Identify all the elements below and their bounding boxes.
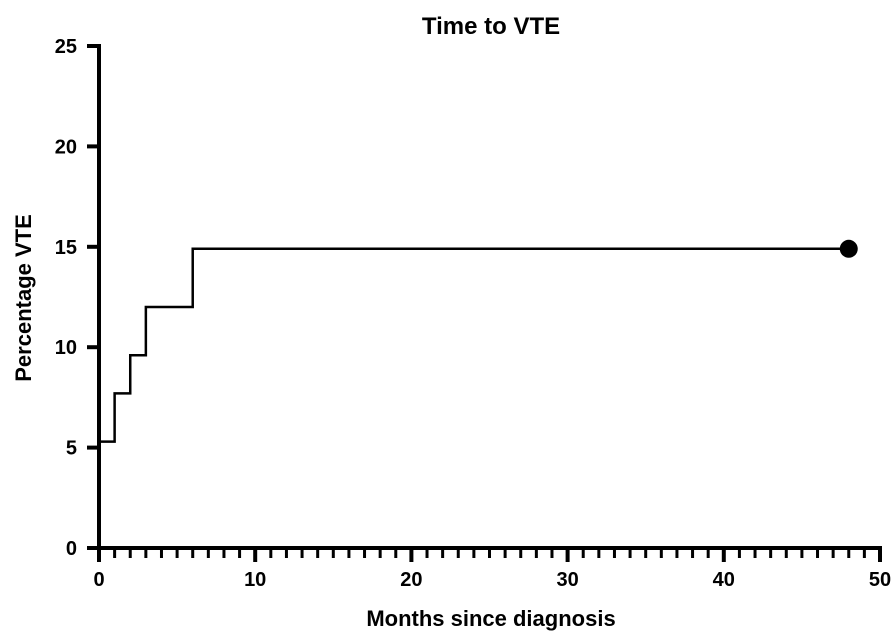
chart-title: Time to VTE	[422, 13, 560, 40]
y-tick-label: 5	[66, 438, 77, 460]
y-tick-label: 0	[66, 538, 77, 560]
x-tick-label: 50	[869, 569, 891, 591]
x-tick-label: 0	[93, 569, 104, 591]
x-tick-label: 10	[244, 569, 266, 591]
x-tick-label: 20	[400, 569, 422, 591]
axes: 0 5 10 15 20 25 0 10 20 30 40 50	[55, 36, 891, 591]
plot-area	[99, 239, 858, 443]
x-tick-label: 40	[713, 569, 735, 591]
end-marker	[839, 239, 858, 258]
y-tick-label: 15	[55, 237, 77, 259]
x-tick-label: 30	[556, 569, 578, 591]
y-tick-label: 25	[55, 36, 77, 58]
y-tick-label: 10	[55, 337, 77, 359]
y-tick-label: 20	[55, 136, 77, 158]
y-axis-label: Percentage VTE	[11, 214, 36, 382]
x-axis-label: Months since diagnosis	[366, 606, 615, 631]
step-curve	[99, 247, 849, 443]
